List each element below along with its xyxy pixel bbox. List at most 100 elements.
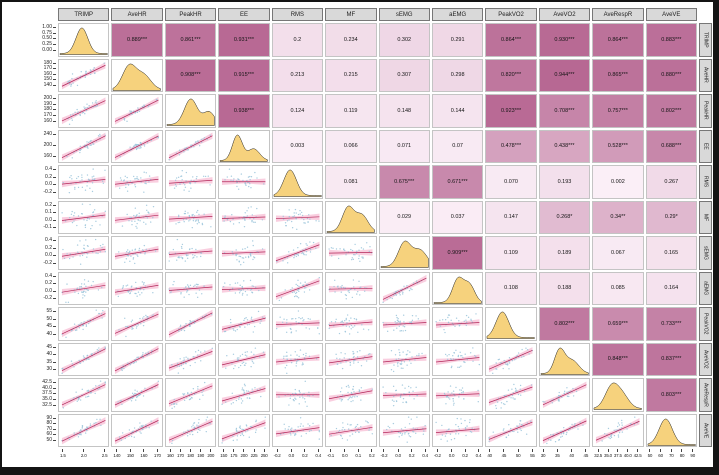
correlation-value: 0.478*** [500,143,522,150]
density-panel-avehr [111,58,163,92]
x-tick-label: 70 [669,449,674,465]
y-ticks-semg: 0.4 0.2 0.0 -0.2 [2,236,56,270]
scatter-panel-trimp-aemg [58,271,110,305]
correlation-value: 0.267 [664,178,679,185]
correlation-tile-avehr-averespr: 0.865*** [592,58,644,92]
x-tick-label: 40 [487,449,492,465]
correlation-value: 0.066 [343,143,358,150]
y-ticks-peakhr: 200 190 180 170 160 [2,94,56,128]
correlation-value: 0.124 [290,107,305,114]
col-header-peakhr: PeakHR [164,8,217,21]
correlation-tile-aemg-averespr: 0.085 [592,271,644,305]
x-tick-label: 190 [197,449,204,465]
row-label-avehr: AveHR [699,58,712,92]
scatter-panel-avehr-averespr [111,378,163,412]
scatter-panel-avevo2-aveve [538,413,591,447]
y-tick-label: 0.4 [45,238,56,243]
scatter-panel-ee-averespr [218,378,270,412]
row-label-semg: sEMG [699,236,712,270]
scatter-panel-avehr-avevo2 [111,342,163,376]
x-tick-label: 150 [220,449,227,465]
x-tick-label: 30 [541,449,546,465]
correlation-tile-avehr-avevo2: 0.944*** [538,58,591,92]
scatter-panel-semg-aveve [378,413,430,447]
correlation-value: 0.081 [343,178,358,185]
x-tick-label: 180 [187,449,194,465]
correlation-tile-rms-aemg: 0.671*** [431,165,484,199]
x-tick-label: 0.2 [462,449,468,465]
scatter-panel-trimp-peakvo2 [58,307,110,341]
correlation-value: 0.148 [397,107,412,114]
scatter-panel-mf-avevo2 [325,342,377,376]
y-ticks-trimp: 1.00 0.75 0.50 0.25 0.00 [2,23,56,57]
y-tick-label: 30 [46,367,56,372]
x-tick-label: 250 [261,449,268,465]
x-tick-label: 0.0 [342,449,348,465]
correlation-tile-peakhr-avevo2: 0.708*** [538,94,591,128]
correlation-value: 0.108 [504,285,518,292]
col-header-aemg: aEMG [431,8,484,21]
correlation-tile-mf-aveve: 0.29* [645,200,697,234]
x-tick-label: 45 [584,449,589,465]
x-tick-label: -0.2 [434,449,441,465]
col-header-avehr: AveHR [111,8,163,21]
scatter-panel-trimp-ee [58,129,110,163]
correlation-tile-ee-mf: 0.066 [325,129,377,163]
scatter-panel-trimp-peakhr [58,94,110,128]
y-tick-label: 190 [44,101,56,107]
scatter-panel-trimp-avevo2 [58,342,110,376]
x-tick-label: 37.5 [614,449,622,465]
y-tick-label: 0.4 [45,167,56,172]
y-tick-label: 35.0 [42,396,56,402]
row-label-trimp: TRIMP [699,23,712,57]
y-tick-label: 200 [44,142,56,148]
row-labels: TRIMP AveHR PeakHR EE RMS MF sEMG aEMG PeakVO2 Av… [699,23,712,447]
col-header-rms: RMS [271,8,324,21]
correlation-value: 0.880*** [661,72,682,79]
y-tick-label: 60 [46,432,56,437]
correlation-value: 0.268* [556,214,573,221]
row-label-avevo2: AveVO2 [699,342,712,376]
correlation-tile-ee-peakvo2: 0.478*** [485,129,537,163]
correlation-value: 0.234 [343,36,358,43]
density-panel-peakhr [164,94,217,128]
y-tick-label: 40 [46,331,56,337]
density-panel-aveve [645,413,697,447]
correlation-value: 0.864*** [607,36,628,43]
correlation-value: 0.438*** [554,143,575,150]
correlation-value: 0.2 [293,36,302,43]
correlation-tile-rms-avevo2: 0.193 [538,165,591,199]
correlation-value: 0.930*** [554,36,575,43]
density-panel-rms [271,165,324,199]
scatter-panel-mf-aveve [325,413,377,447]
y-tick-label: 0.0 [45,182,56,187]
row-label-rms: RMS [699,165,712,199]
correlation-value: 0.07 [452,143,463,150]
correlation-value: 0.070 [504,178,518,185]
col-header-peakvo2: PeakVO2 [485,8,537,21]
correlation-tile-avehr-aemg: 0.298 [431,58,484,92]
scatter-panel-peakhr-semg [164,236,217,270]
correlation-value: 0.889*** [127,36,148,43]
x-tick-label: 32.5 [594,449,602,465]
scatter-panel-avehr-aemg [111,271,163,305]
x-tick-label: 200 [207,449,214,465]
density-panel-mf [325,200,377,234]
correlation-tile-trimp-averespr: 0.864*** [592,23,644,57]
scatter-panel-semg-aemg [378,271,430,305]
correlation-tile-mf-averespr: 0.34** [592,200,644,234]
scatter-panel-aemg-peakvo2 [431,307,484,341]
correlation-value: 0.675*** [394,178,415,185]
correlation-value: 0.802*** [661,107,682,114]
scatter-panel-avehr-ee [111,129,163,163]
correlation-tile-trimp-mf: 0.234 [325,23,377,57]
correlation-tile-ee-aemg: 0.07 [431,129,484,163]
y-tick-label: -0.2 [43,189,56,195]
correlation-value: 0.909*** [447,249,468,256]
scatter-panel-peakhr-averespr [164,378,217,412]
y-tick-label: -0.2 [43,296,56,301]
correlation-tile-trimp-semg: 0.302 [378,23,430,57]
y-tick-label: 50 [46,438,56,443]
y-tick-label: 150 [44,77,56,82]
scatter-panel-ee-mf [218,200,270,234]
